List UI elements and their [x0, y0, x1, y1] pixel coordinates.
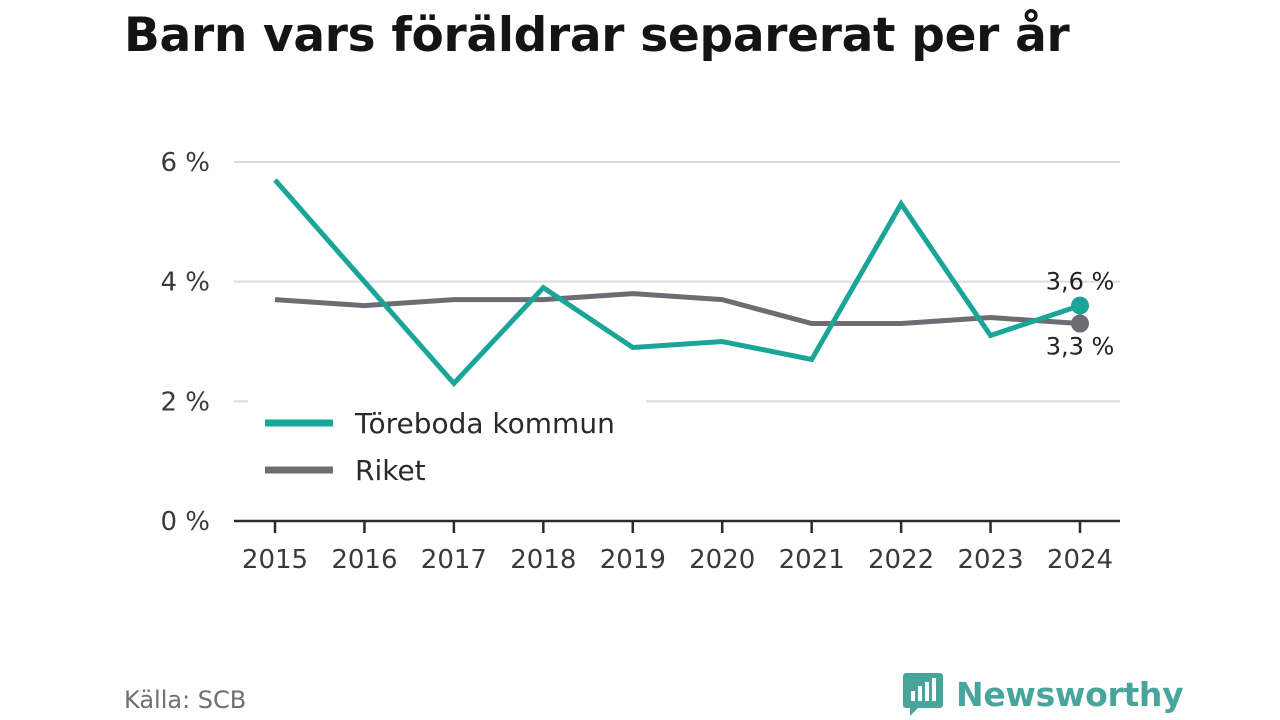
x-tick-label: 2022 — [868, 545, 934, 575]
source-note: Källa: SCB — [124, 686, 247, 714]
series-lines — [273, 178, 1089, 388]
series-line — [273, 178, 1081, 388]
x-tick-label: 2017 — [421, 545, 487, 575]
x-tick-label: 2023 — [957, 545, 1023, 575]
y-axis: 0 % 2 % 4 % 6 % — [160, 148, 210, 537]
brand-logo: Newsworthy — [902, 670, 1184, 718]
legend: Töreboda kommun Riket — [248, 392, 646, 492]
x-tick-labels: 2015 2016 2017 2018 2019 2020 2021 2022 2023 2024 — [242, 545, 1113, 575]
y-tick-label: 2 % — [160, 387, 210, 417]
series-end-point — [1071, 296, 1089, 315]
x-tick-label: 2020 — [689, 545, 755, 575]
series-end-point — [1071, 314, 1089, 333]
y-tick-label: 0 % — [160, 507, 210, 537]
brand-name: Newsworthy — [956, 674, 1184, 714]
chart-title: Barn vars föräldrar separerat per år — [124, 8, 1070, 63]
bar-chart-speech-bubble-icon — [903, 673, 943, 716]
end-value-label: 3,3 % — [1046, 333, 1115, 361]
x-tick-label: 2015 — [242, 545, 308, 575]
x-tick-label: 2021 — [779, 545, 845, 575]
y-tick-label: 4 % — [160, 268, 210, 298]
x-tick-label: 2018 — [510, 545, 576, 575]
y-tick-label: 6 % — [160, 148, 210, 178]
end-value-labels: 3,6 % 3,3 % — [1046, 268, 1115, 361]
x-axis — [234, 519, 1120, 533]
x-tick-label: 2024 — [1047, 545, 1113, 575]
legend-label: Riket — [355, 454, 426, 487]
legend-label: Töreboda kommun — [354, 407, 615, 440]
legend-background — [248, 392, 646, 492]
x-tick-label: 2019 — [600, 545, 666, 575]
x-tick-label: 2016 — [331, 545, 397, 575]
end-value-label: 3,6 % — [1046, 268, 1115, 296]
series-line — [274, 291, 1081, 327]
